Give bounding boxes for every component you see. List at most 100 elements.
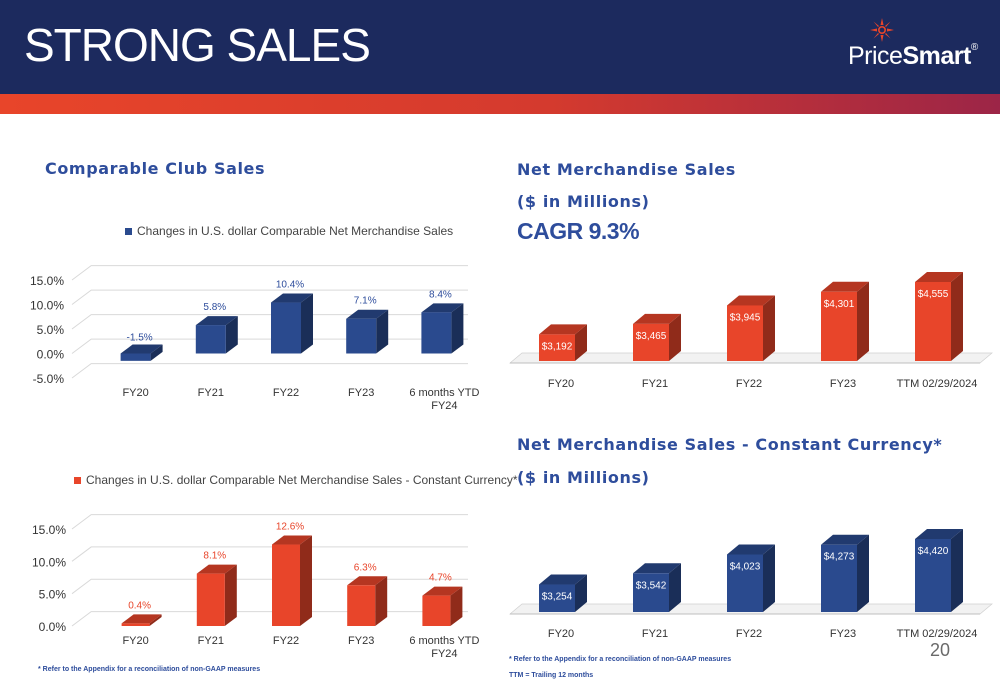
bar-fy22 (272, 535, 312, 626)
bar-side (300, 535, 312, 626)
gridline (71, 265, 468, 281)
bar-top (196, 564, 237, 574)
x-tick-label: TTM 02/29/2024 (897, 628, 978, 640)
bar-side (451, 303, 464, 354)
x-tick-label: FY21 (642, 628, 668, 640)
bar-top (272, 535, 312, 545)
bar-fy22 (727, 295, 775, 361)
heading-comparable-club-sales: Comparable Club Sales (45, 159, 266, 178)
bar-fy22 (727, 544, 775, 612)
gridline (71, 289, 468, 305)
footnote-ttm: TTM = Trailing 12 months (509, 672, 594, 679)
data-label: 10.4% (276, 280, 304, 291)
bar-fy23 (821, 534, 869, 612)
x-tick-label: FY23 (830, 378, 856, 390)
bar-fy20 (120, 344, 163, 361)
x-tick-label: FY22 (273, 387, 299, 399)
bar-front (422, 595, 451, 626)
bar-top (120, 344, 163, 354)
bar-fy21 (195, 316, 238, 354)
bar-fy23 (346, 309, 389, 354)
bar-front (346, 318, 377, 354)
bar-side (149, 614, 162, 626)
bar-side (575, 574, 587, 612)
bar-fy20 (539, 574, 587, 612)
bar-side (857, 281, 869, 361)
bar-top (539, 574, 587, 585)
bar-fy23 (347, 576, 388, 626)
data-label: 8.1% (203, 551, 226, 562)
legend-swatch (125, 228, 132, 235)
bar-front (196, 573, 225, 626)
bar-front (120, 353, 151, 361)
footnote-right: * Refer to the Appendix for a reconcilia… (509, 656, 732, 663)
gridline (71, 338, 468, 354)
heading-net-merch-cc-units: ($ in Millions) (517, 468, 650, 487)
x-tick-label: FY22 (736, 378, 762, 390)
bar-side (225, 316, 238, 354)
bar-fy21 (196, 564, 237, 626)
x-tick-label: FY21 (642, 378, 668, 390)
bar-front (633, 323, 669, 361)
bar-side (575, 324, 587, 361)
x-tick-label: FY23 (830, 628, 856, 640)
data-label: 5.8% (203, 302, 226, 313)
bar-top (121, 614, 162, 624)
data-label: $4,023 (730, 561, 761, 572)
bar-front (915, 282, 951, 361)
data-label: $3,542 (636, 580, 667, 591)
bar-front (727, 554, 763, 612)
bar-side (857, 534, 869, 612)
x-tick-label: FY22 (273, 635, 299, 647)
title-banner: STRONG SALES PriceSmart® (0, 0, 1000, 94)
bar-top (821, 534, 869, 545)
data-label: $4,273 (824, 552, 855, 563)
bar-top (271, 293, 313, 303)
gridline (71, 514, 468, 530)
bar-front (821, 544, 857, 612)
bar-side (669, 313, 681, 361)
bar-side (669, 563, 681, 612)
data-label: 12.6% (276, 522, 304, 533)
bar-side (150, 344, 163, 361)
x-tick-label: FY20 (548, 628, 574, 640)
bar-side (450, 586, 463, 626)
bar-front (727, 305, 763, 361)
gridline (71, 314, 468, 330)
bar-fy22 (271, 293, 313, 354)
data-label: $3,254 (542, 592, 573, 603)
data-label: 8.4% (429, 289, 452, 300)
x-tick-label: FY23 (348, 387, 374, 399)
bar-top (821, 281, 869, 292)
chart-comparable-usd: Changes in U.S. dollar Comparable Net Me… (30, 224, 480, 412)
bar-front (195, 325, 226, 354)
heading-net-merch-cc: Net Merchandise Sales - Constant Currenc… (517, 435, 943, 454)
bar-top (915, 529, 963, 539)
gridline (71, 611, 468, 627)
bar-top (539, 324, 587, 335)
cagr-value: CAGR 9.3% (517, 218, 640, 244)
legend-label: Changes in U.S. dollar Comparable Net Me… (137, 224, 453, 238)
bar-fy21 (633, 313, 681, 361)
starburst-logo-icon (870, 18, 894, 42)
y-tick-label: -5.0% (33, 372, 65, 386)
x-tick-label: FY20 (122, 635, 148, 647)
data-label: $4,555 (918, 289, 949, 300)
bar-front (347, 585, 376, 626)
bar-front (539, 584, 575, 612)
bar-side (301, 293, 313, 354)
data-label: 4.7% (429, 573, 452, 584)
bar-top (727, 544, 775, 555)
bar-top (346, 309, 389, 319)
bar-top (633, 563, 681, 574)
y-tick-label: 0.0% (37, 348, 65, 362)
bar-fy20 (539, 324, 587, 361)
bar-side (763, 295, 775, 361)
bar-front (915, 539, 951, 612)
bar-top (347, 576, 388, 586)
bar-side (763, 544, 775, 612)
data-label: 0.4% (128, 600, 151, 611)
bar-side (224, 564, 237, 626)
bar-front (271, 302, 301, 354)
y-tick-label: 15.0% (30, 274, 64, 288)
